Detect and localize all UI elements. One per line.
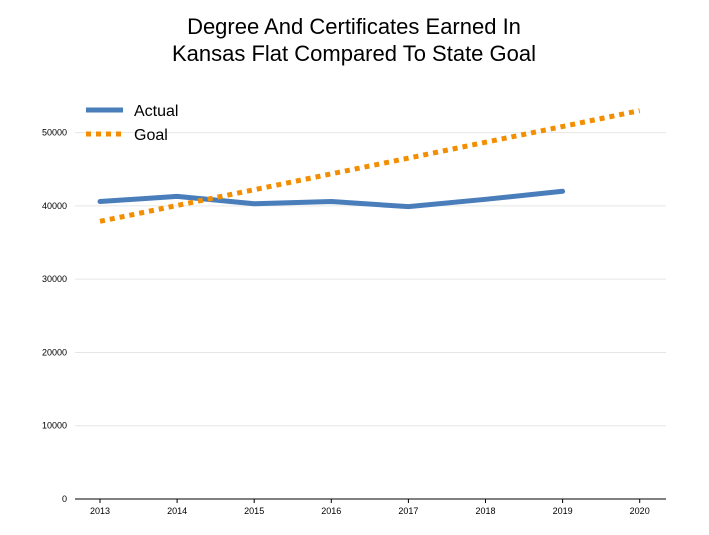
y-tick-label: 10000	[42, 421, 67, 431]
x-tick-label: 2013	[90, 506, 110, 516]
gridlines	[75, 132, 666, 427]
y-tick-label: 30000	[42, 274, 67, 284]
legend-label-goal: Goal	[134, 127, 168, 144]
x-tick-label: 2015	[244, 506, 264, 516]
legend: Actual Goal	[86, 103, 178, 144]
series-lines	[97, 108, 641, 224]
x-tick-label: 2019	[553, 506, 573, 516]
legend-label-actual: Actual	[134, 103, 178, 120]
x-tick-label: 2016	[321, 506, 341, 516]
series-line-goal	[99, 108, 641, 224]
y-tick-label: 20000	[42, 347, 67, 357]
series-line-actual	[97, 188, 566, 210]
y-tick-label: 0	[62, 494, 67, 504]
y-tick-label: 40000	[42, 201, 67, 211]
x-tick-label: 2020	[630, 506, 650, 516]
x-tick-label: 2017	[398, 506, 418, 516]
chart-title-line-1: Degree And Certificates Earned In	[187, 14, 521, 39]
axes: 0 10000 20000 30000 40000 50000 2013 2014 2015 20…	[42, 128, 666, 516]
x-tick-label: 2018	[475, 506, 495, 516]
x-tick-label: 2014	[167, 506, 187, 516]
chart-title-line-2: Kansas Flat Compared To State Goal	[172, 41, 536, 66]
y-tick-label: 50000	[42, 128, 67, 138]
